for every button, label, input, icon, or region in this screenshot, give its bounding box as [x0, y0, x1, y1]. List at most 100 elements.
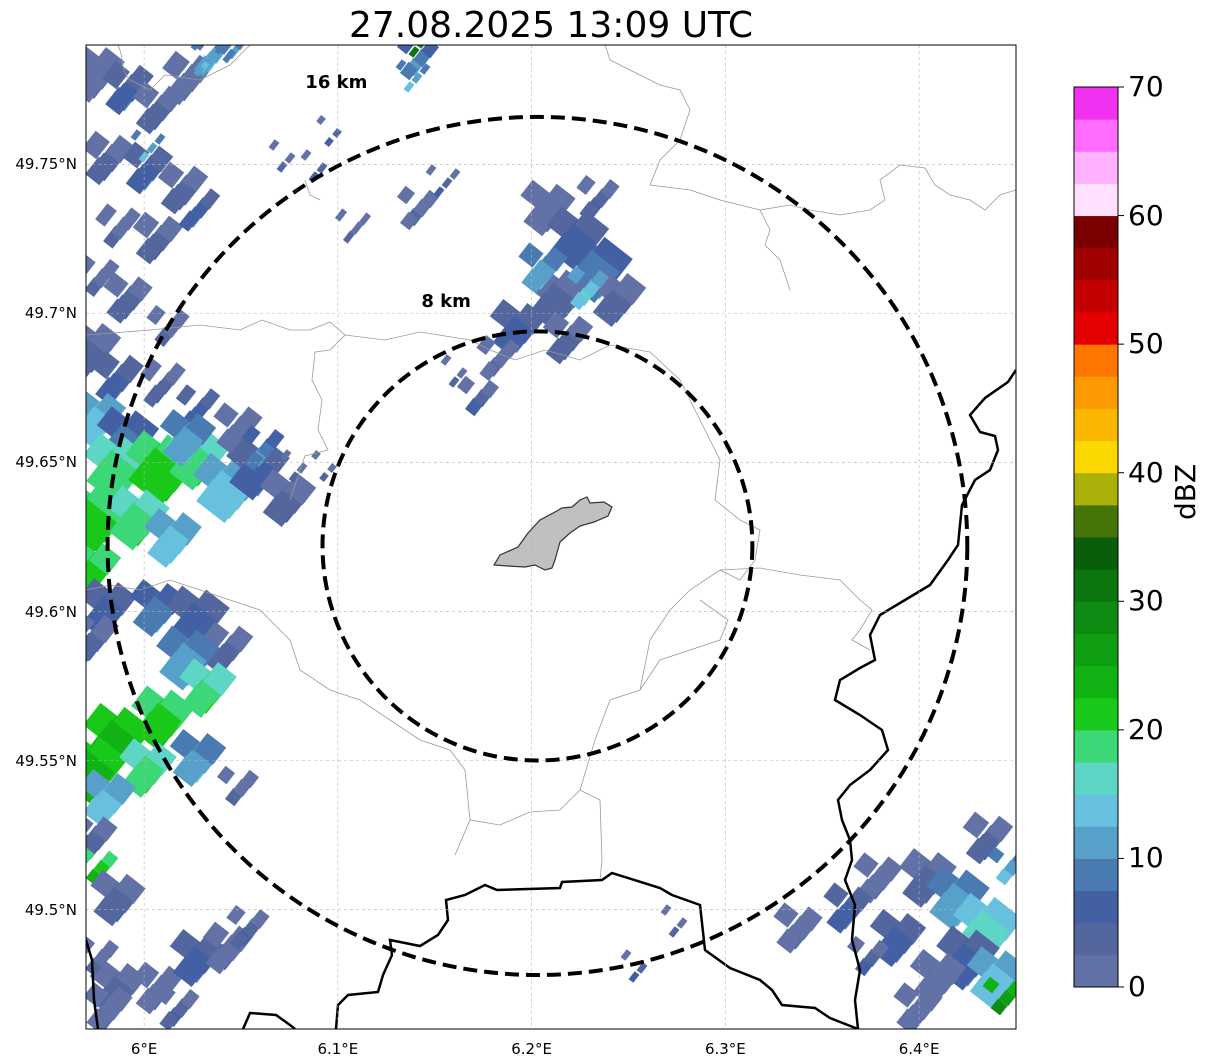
national-border: [334, 871, 859, 1029]
radar-echo-cell: [106, 298, 132, 324]
colorbar-segment: [1074, 826, 1118, 859]
colorbar-segment: [1074, 729, 1118, 763]
radar-echo-cell: [132, 961, 160, 989]
map-frame: [85, 44, 1017, 1030]
geography-layer: [86, 45, 1016, 1029]
radar-echo-cell: [125, 167, 153, 195]
radar-echo-cell: [127, 276, 153, 302]
radar-echo-cell: [132, 211, 160, 239]
colorbar-segment: [1074, 472, 1118, 506]
colorbar-segment: [1074, 762, 1118, 795]
radar-echo-cell: [668, 926, 680, 938]
radar-echo-cell: [178, 210, 200, 232]
range-rings: [105, 114, 970, 977]
radar-echo-cell: [132, 81, 160, 109]
colorbar-segment: [1074, 183, 1118, 217]
radar-echo-cell: [358, 212, 372, 226]
colorbar-segment: [1074, 87, 1118, 120]
lat-tick-label: 49.6°N: [24, 602, 77, 621]
radar-echo-cell: [566, 315, 594, 343]
radar-echo-cell: [241, 425, 261, 445]
radar-echo-cell: [925, 961, 959, 995]
municipal-boundary: [639, 599, 729, 691]
radar-echo-cell: [156, 985, 176, 1005]
radar-echo-cell: [334, 208, 348, 222]
colorbar-tick-label: 50: [1128, 327, 1164, 361]
radar-echo-cell: [324, 137, 334, 147]
radar-echo-cell: [205, 647, 233, 675]
colorbar-tick-label: 10: [1128, 841, 1164, 875]
colorbar-segment: [1074, 569, 1118, 602]
radar-echo-cell: [164, 362, 186, 386]
radar-echo-cell: [288, 471, 300, 483]
colorbar-segment: [1074, 665, 1118, 699]
radar-echo-cell: [965, 837, 993, 865]
colorbar-segment: [1074, 279, 1118, 313]
radar-echo-cell: [284, 152, 296, 164]
radar-echo-cell: [1006, 980, 1016, 998]
radar-echo-cell: [88, 322, 122, 356]
radar-echo-cell: [86, 935, 96, 955]
colorbar-tick-label: 40: [1128, 455, 1164, 489]
radar-echo-cell: [327, 463, 337, 473]
lat-tick-label: 49.65°N: [15, 453, 77, 472]
radar-echo-cell: [180, 629, 220, 669]
radar-echo-cell: [193, 732, 227, 766]
colorbar-segment: [1074, 537, 1118, 570]
radar-echo-cell: [518, 242, 544, 268]
radar-echo-cell: [262, 494, 296, 528]
radar-echo-cell: [296, 462, 308, 474]
radar-echo-cell: [86, 846, 95, 864]
radar-echo-cell: [86, 255, 96, 275]
municipal-boundary: [304, 179, 321, 201]
radar-echo-cell: [537, 282, 577, 322]
radar-echo-cell: [1003, 859, 1016, 877]
radar-echo-cell: [205, 947, 233, 975]
radar-echo-cell: [676, 917, 688, 929]
radar-echo-cell: [880, 925, 914, 959]
radar-echo-cell: [797, 906, 823, 932]
radar-echo-cell: [441, 177, 453, 189]
radar-echo-cell: [102, 60, 130, 90]
radar-echo-cell: [600, 179, 620, 199]
radar-echo-cell: [146, 305, 166, 325]
radar-echo-cell: [570, 210, 610, 248]
radar-echo-cell: [500, 339, 520, 359]
radar-echo-cell: [433, 186, 445, 198]
radar-echo-cell: [95, 203, 117, 227]
radar-echo-cell: [399, 211, 419, 231]
radar-echo-cell: [88, 542, 122, 576]
radar-echo-cell: [893, 912, 927, 946]
radar-echo-cell: [162, 50, 190, 80]
colorbar-segment: [1074, 954, 1118, 988]
colorbar-segment: [1074, 504, 1118, 538]
colorbar-segment: [1074, 633, 1118, 667]
radar-echo-cell: [86, 551, 114, 585]
radar-echo-cell: [91, 614, 119, 644]
colorbar-segment: [1074, 215, 1118, 249]
radar-echo-cell: [448, 376, 460, 388]
radar-echo-cell: [101, 850, 119, 868]
colorbar-segment: [1074, 601, 1118, 634]
radar-echo-cell: [950, 869, 990, 909]
gridlines: [86, 45, 1016, 1029]
range-ring-label: 8 km: [421, 291, 471, 313]
radar-echo-cell: [529, 259, 555, 285]
radar-echo-cell: [107, 706, 153, 752]
radar-echo-cell: [107, 986, 133, 1012]
radar-echo-cell: [592, 294, 626, 328]
radar-echo-cell: [579, 201, 599, 221]
radar-echo-cell: [773, 902, 799, 928]
radar-echo-cell: [229, 931, 249, 951]
radar-echo-cell: [316, 162, 328, 174]
radar-echo-cell: [877, 856, 903, 882]
radar-echo-cell: [130, 755, 164, 789]
radar-echo-cell: [416, 45, 428, 49]
radar-echo-cell: [170, 309, 190, 329]
radar-echo-cell: [100, 259, 120, 279]
radar-echo-cell: [138, 151, 150, 163]
radar-echo-cell: [190, 589, 230, 629]
radar-echo-cell: [933, 952, 967, 986]
radar-echo-cell: [94, 449, 140, 495]
radar-echo-cell: [157, 161, 185, 189]
